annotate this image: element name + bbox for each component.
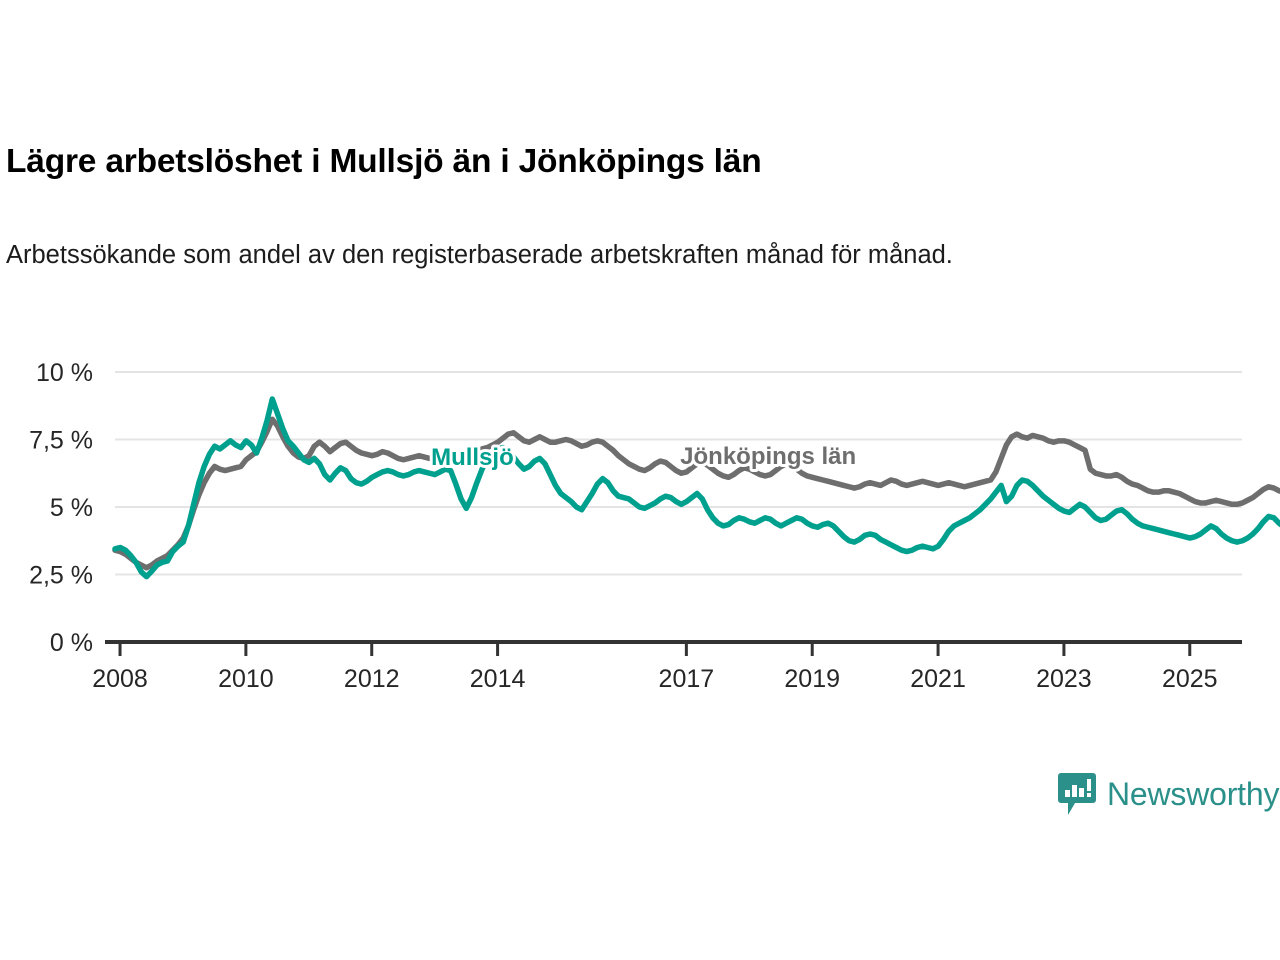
line-chart: 0 % 2,5 % 5 % 7,5 % 10 % 2008 2010 2012 2014 2017… bbox=[29, 359, 1280, 693]
y-axis-tick-label: 10 % bbox=[36, 359, 93, 387]
series-label-mullsjo: Mullsjö bbox=[431, 444, 514, 471]
x-axis-tick-label: 2017 bbox=[659, 665, 715, 693]
x-axis-tick-label: 2008 bbox=[92, 665, 148, 693]
y-axis-tick-label: 0 % bbox=[50, 629, 93, 657]
page-title: Lägre arbetslöshet i Mullsjö än i Jönköp… bbox=[6, 143, 762, 180]
series-label-halo: Jönköpings län bbox=[680, 443, 856, 470]
x-axis-tick-label: 2023 bbox=[1036, 665, 1092, 693]
series-label-halo: Mullsjö bbox=[431, 444, 514, 471]
newsworthy-logo: Newsworthy bbox=[1058, 772, 1279, 817]
series-line-mullsjo bbox=[112, 396, 1280, 580]
y-axis-tick-label: 2,5 % bbox=[29, 562, 93, 590]
y-axis-tick-label: 5 % bbox=[50, 494, 93, 522]
x-axis-tick-label: 2014 bbox=[470, 665, 526, 693]
x-axis-tick-label: 2025 bbox=[1162, 665, 1218, 693]
y-axis-tick-label: 7,5 % bbox=[29, 427, 93, 455]
x-axis-tick-label: 2021 bbox=[910, 665, 966, 693]
x-axis-tick-label: 2012 bbox=[344, 665, 400, 693]
series-line-jonkopings-lan bbox=[112, 416, 1280, 571]
series-label-jonkopings-lan: Jönköpings län bbox=[680, 443, 856, 470]
x-axis-tick-label: 2010 bbox=[218, 665, 274, 693]
newsworthy-wordmark: Newsworthy bbox=[1107, 776, 1280, 812]
newsworthy-bars-icon bbox=[1058, 772, 1096, 817]
x-axis-tick-label: 2019 bbox=[784, 665, 840, 693]
chart-subtitle: Arbetssökande som andel av den registerb… bbox=[6, 241, 953, 269]
